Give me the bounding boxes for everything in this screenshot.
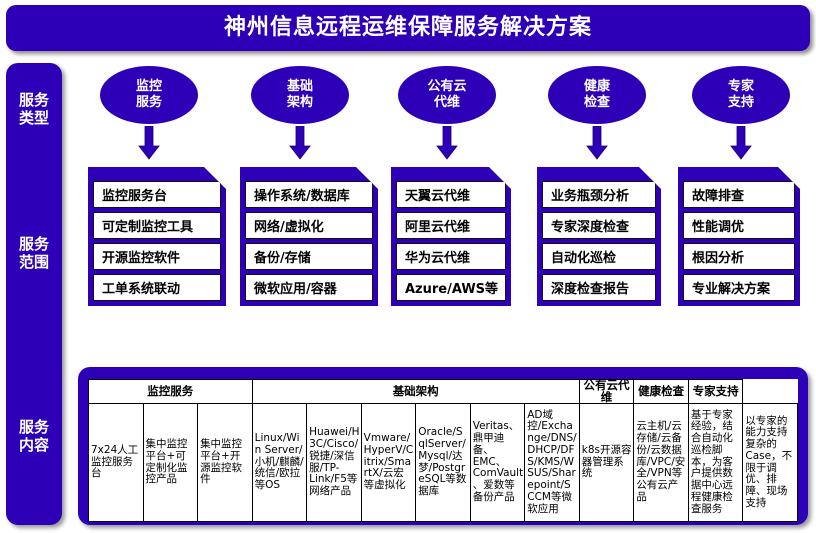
scope-item[interactable]: 监控服务台 (93, 181, 221, 208)
matrix-cell: 集中监控平台+开源监控软件 (197, 403, 253, 522)
scope-item[interactable]: 业务瓶颈分析 (542, 181, 656, 208)
scope-item[interactable]: 可定制监控工具 (93, 212, 221, 239)
category-ellipse-label: 健康 检查 (583, 78, 610, 110)
matrix-group-header: 公有云代维 (578, 379, 635, 404)
matrix-cell: Oracle/SqlServer/Mysql/达梦/PostgreSQL等数据库 (415, 403, 471, 522)
scope-item[interactable]: 网络/虚拟化 (245, 212, 373, 239)
page-title: 神州信息远程运维保障服务解决方案 (223, 15, 592, 40)
scope-item[interactable]: 华为云代维 (396, 243, 506, 270)
scope-item[interactable]: 性能调优 (683, 212, 795, 239)
matrix-cell: 云主机/云存储/云备份/云数据库/VPC/安全/VPN等公有云产品 (633, 403, 689, 522)
rail-label-service-content: 服务 内容 (6, 418, 62, 455)
category-ellipse-3[interactable]: 公有云 代维 (398, 66, 496, 124)
scope-item[interactable]: 微软应用/容器 (245, 274, 373, 301)
rail-label-service-type-line1: 服务 (18, 91, 49, 109)
scope-item[interactable]: 自动化巡检 (542, 243, 656, 270)
matrix-cell: Huawei/H3C/Cisco/锐捷/深信服/TP-Link/F5等网络产品 (306, 403, 362, 522)
category-ellipse-1[interactable]: 监控 服务 (100, 66, 198, 124)
matrix-cell: Linux/Win Server/小机/麒麟/统信/欧拉等OS (251, 403, 308, 522)
matrix-head: 监控服务 基础架构 公有云代维 健康检查 专家支持 (88, 379, 798, 404)
down-arrow-icon (586, 126, 608, 160)
scope-panel-1: 监控服务台可定制监控工具 开源监控软件 工单系统联动 (88, 167, 226, 306)
category-ellipse-4[interactable]: 健康 检查 (548, 66, 646, 124)
scope-item[interactable]: 开源监控软件 (93, 243, 221, 270)
slide-title-bar: 神州信息远程运维保障服务解决方案 (6, 5, 810, 51)
rail-label-service-content-line1: 服务 (18, 418, 49, 436)
matrix-cell: Veritas、鼎甲迪备、EMC、ComVault、爱数等备份产品 (469, 403, 526, 522)
matrix-cell: k8s开源容器管理系统 (578, 403, 635, 522)
down-arrow-icon (436, 126, 458, 160)
rail-label-service-type-line2: 类型 (18, 109, 49, 128)
category-ellipse-label: 公有云 代维 (427, 78, 467, 110)
matrix-cell: 7x24人工监控服务台 (88, 403, 144, 522)
category-ellipse-label: 专家 支持 (727, 78, 754, 110)
scope-item[interactable]: Azure/AWS等 (396, 274, 506, 301)
scope-item[interactable]: 阿里云代维 (396, 212, 506, 239)
rail-label-service-scope-line2: 范围 (18, 253, 49, 272)
matrix-cell: 集中监控平台+可定制化监控产品 (142, 403, 199, 522)
matrix-group-header: 健康检查 (633, 379, 689, 404)
rail-label-service-content-line2: 内容 (18, 436, 49, 455)
scope-panel-2: 操作系统/数据库 网络/虚拟化 备份/存储微软应用/容器 (240, 167, 378, 306)
matrix-group-header: 监控服务 (88, 379, 253, 404)
matrix-cell: AD域控/Exchange/DNS/DHCP/DFS/KMS/WSUS/Shar… (524, 403, 580, 522)
scope-panel-5: 故障排查性能调优根因分析专业解决方案 (678, 167, 800, 306)
scope-panel-3: 天翼云代维阿里云代维华为云代维 Azure/AWS等 (391, 167, 511, 306)
service-content-box: 监控服务 基础架构 公有云代维 健康检查 专家支持 7x24人工监控服务台 集中监控平台+… (78, 367, 808, 525)
matrix-group-header: 专家支持 (687, 379, 744, 404)
matrix-header-row: 监控服务 基础架构 公有云代维 健康检查 专家支持 (88, 379, 798, 404)
category-ellipse-2[interactable]: 基础 架构 (251, 66, 349, 124)
scope-item[interactable]: 根因分析 (683, 243, 795, 270)
scope-item[interactable]: 专业解决方案 (683, 274, 795, 301)
rail-label-service-scope: 服务 范围 (6, 235, 62, 272)
service-matrix-table: 监控服务 基础架构 公有云代维 健康检查 专家支持 7x24人工监控服务台 集中监控平台+… (88, 379, 798, 522)
scope-item[interactable]: 工单系统联动 (93, 274, 221, 301)
scope-item[interactable]: 故障排查 (683, 181, 795, 208)
scope-item[interactable]: 天翼云代维 (396, 181, 506, 208)
matrix-row: 7x24人工监控服务台 集中监控平台+可定制化监控产品 集中监控平台+开源监控软件 L… (88, 403, 798, 522)
down-arrow-icon (138, 126, 160, 160)
scope-panel-4: 业务瓶颈分析 专家深度检查 自动化巡检深度检查报告 (537, 167, 661, 306)
scope-item[interactable]: 专家深度检查 (542, 212, 656, 239)
matrix-cell: Vmware/HyperV/Citrix/SmartX/云宏等虚拟化 (360, 403, 417, 522)
category-ellipse-5[interactable]: 专家 支持 (692, 66, 790, 124)
matrix-group-header: 基础架构 (251, 379, 580, 404)
left-rail: 服务 类型 服务 范围 服务 内容 (6, 63, 62, 525)
scope-item[interactable]: 操作系统/数据库 (245, 181, 373, 208)
scope-item[interactable]: 备份/存储 (245, 243, 373, 270)
down-arrow-icon (730, 126, 752, 160)
matrix-cell: 以专家的能力支持复杂的Case，不限于调优、排障、现场支持 (742, 403, 798, 522)
matrix-body: 7x24人工监控服务台 集中监控平台+可定制化监控产品 集中监控平台+开源监控软件 L… (88, 403, 798, 522)
category-ellipse-label: 基础 架构 (286, 78, 313, 110)
rail-label-service-scope-line1: 服务 (18, 235, 49, 253)
scope-item[interactable]: 深度检查报告 (542, 274, 656, 301)
down-arrow-icon (289, 126, 311, 160)
matrix-cell: 基于专家经验，结合自动化巡检脚本，为客户提供数据中心远程健康检查服务 (687, 403, 744, 522)
rail-label-service-type: 服务 类型 (6, 91, 62, 128)
category-ellipse-label: 监控 服务 (135, 78, 162, 110)
